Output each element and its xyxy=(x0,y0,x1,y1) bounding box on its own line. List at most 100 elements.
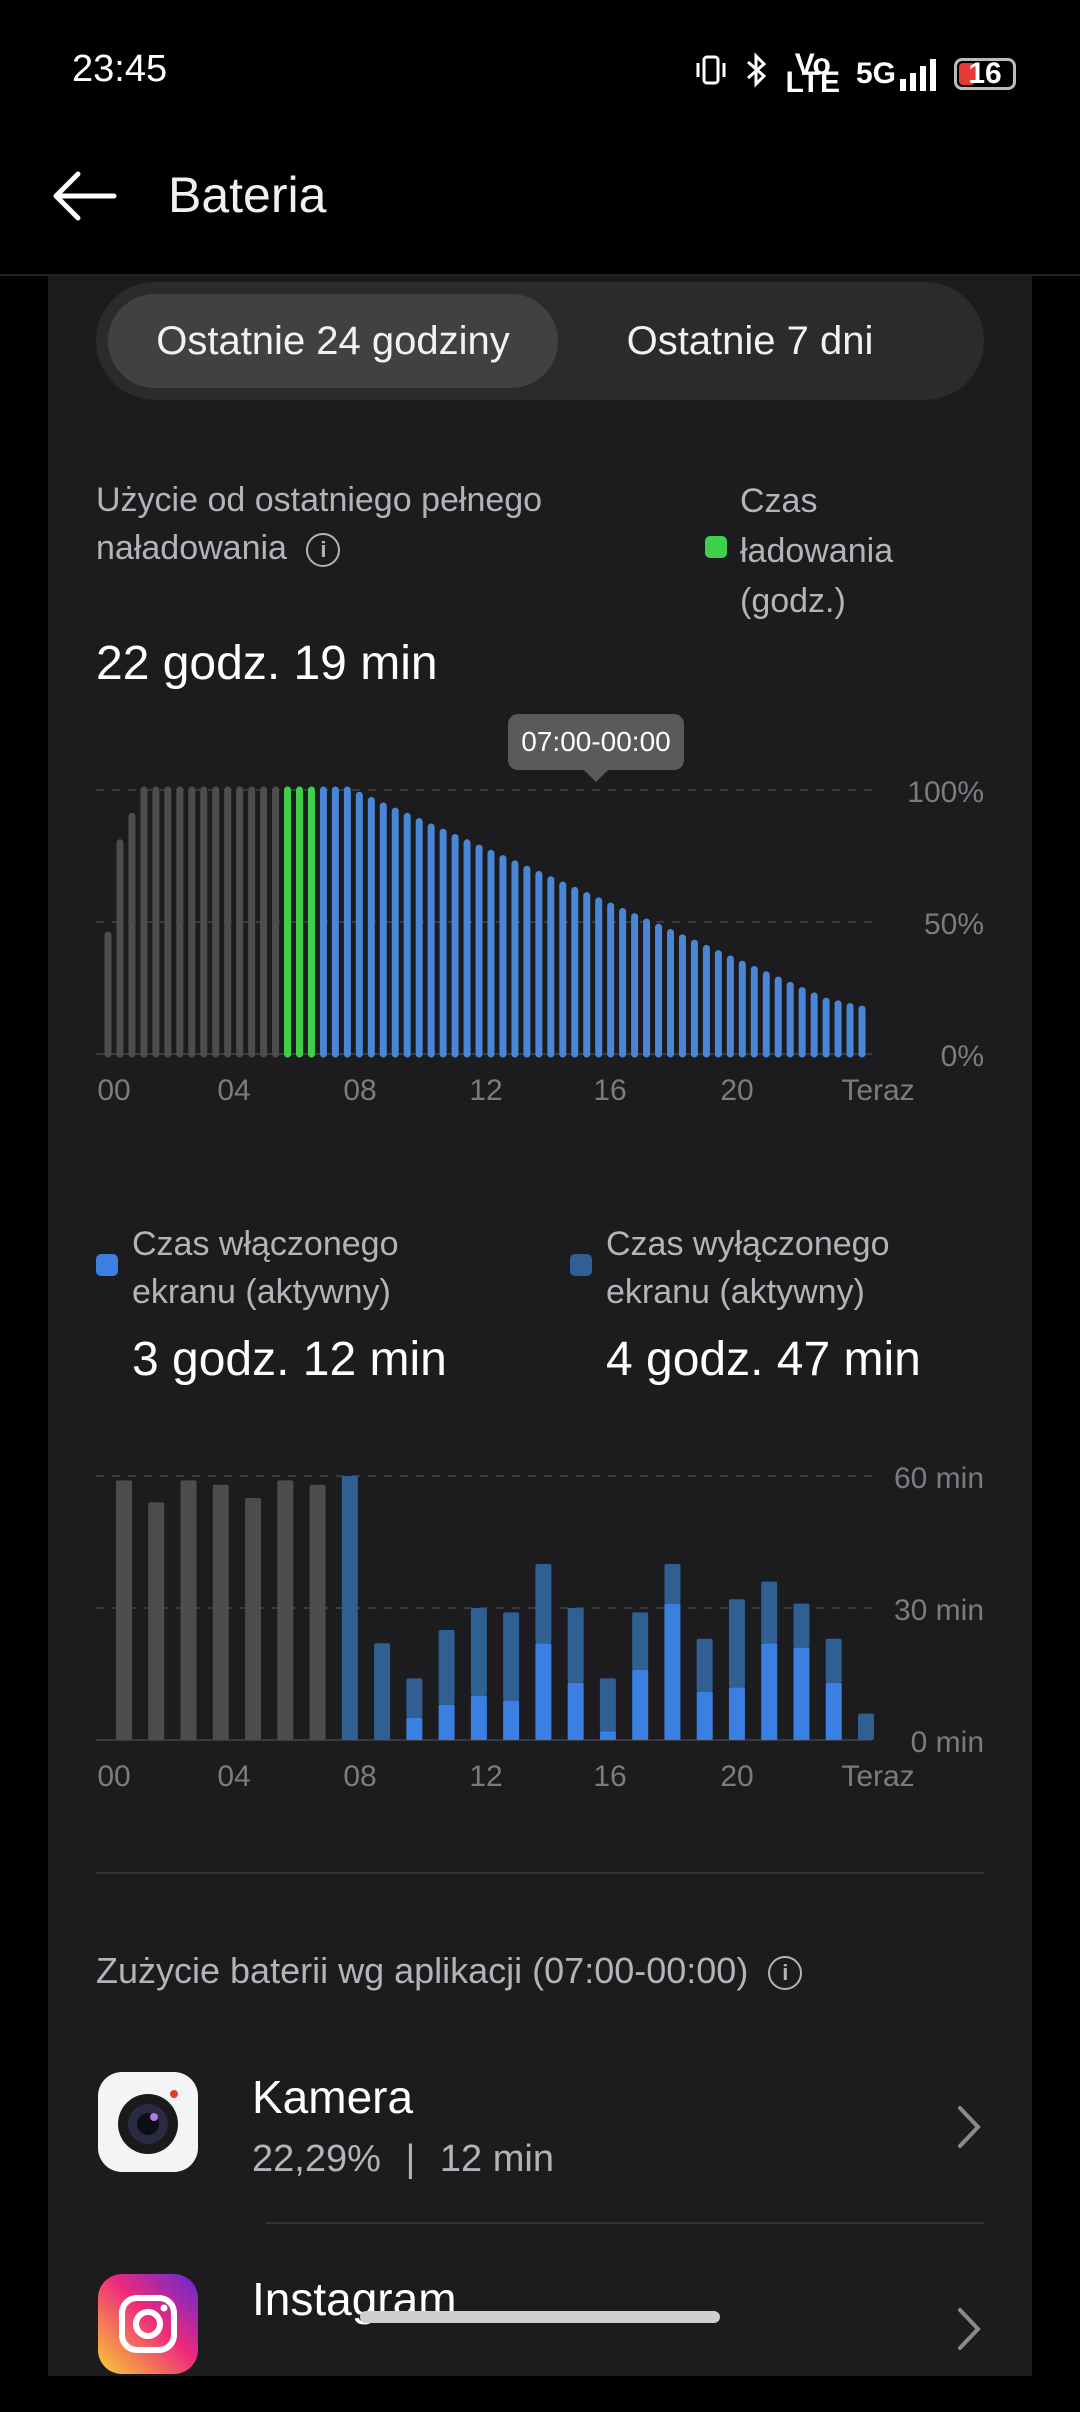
x-tick-label: 00 xyxy=(97,1760,130,1793)
y-tick-label: 60 min xyxy=(894,1462,984,1495)
period-tabs: Ostatnie 24 godziny Ostatnie 7 dni xyxy=(96,282,984,400)
row-divider xyxy=(266,2222,984,2224)
network-type: 5G xyxy=(855,57,896,90)
instagram-app-icon xyxy=(98,2274,198,2374)
inactive-bar xyxy=(245,1498,262,1740)
screen-off-bar xyxy=(470,1608,487,1696)
y-tick-label: 0 min xyxy=(911,1726,984,1759)
battery-icon: 16 xyxy=(954,57,1016,90)
camera-app-icon xyxy=(98,2072,198,2172)
screen-on-bar xyxy=(470,1696,487,1740)
screen-on-bar xyxy=(406,1718,423,1740)
y-tick-label: 100% xyxy=(907,776,984,809)
vibrate-icon xyxy=(694,53,728,95)
x-tick-label: 04 xyxy=(217,1074,250,1107)
screen-off-bar xyxy=(535,1564,552,1644)
screen-off-bar xyxy=(728,1599,745,1688)
x-tick-label: 08 xyxy=(343,1760,376,1793)
battery-card xyxy=(48,276,1032,2376)
app-stats: 22,29% | 12 min xyxy=(252,2138,554,2180)
app-row-instagram[interactable]: Instagram xyxy=(96,2272,984,2412)
screen-on-bar xyxy=(793,1647,810,1740)
x-tick-label: 12 xyxy=(469,1074,502,1107)
x-tick-label: 08 xyxy=(343,1074,376,1107)
screen-off-bar xyxy=(793,1603,810,1648)
screen-off-bar xyxy=(825,1638,842,1683)
app-usage-title: Zużycie baterii wg aplikacji (07:00-00:0… xyxy=(96,1950,803,1992)
usage-since-charge-label: Użycie od ostatniego pełnego naładowania… xyxy=(96,481,543,568)
x-tick-label: Teraz xyxy=(841,1760,914,1793)
app-row-kamera[interactable]: Kamera 22,29% | 12 min xyxy=(96,2070,984,2210)
screen-off-bar xyxy=(341,1476,358,1740)
chart-tooltip: 07:00-00:00 xyxy=(508,714,684,770)
screen-off-bar xyxy=(664,1564,681,1604)
screen-on-bar xyxy=(728,1687,745,1740)
info-icon[interactable]: i xyxy=(768,1956,803,1991)
screen-off-bar xyxy=(599,1678,616,1732)
screen-on-bar xyxy=(599,1731,616,1740)
screen-off-bar xyxy=(761,1581,778,1644)
inactive-bar xyxy=(116,1480,132,1740)
screen-on-bar xyxy=(632,1669,649,1740)
y-tick-label: 0% xyxy=(941,1040,984,1073)
screen-on-bar xyxy=(664,1603,681,1740)
screen-off-value: 4 godz. 47 min xyxy=(606,1333,921,1386)
inactive-bar xyxy=(212,1484,229,1740)
inactive-bar xyxy=(309,1484,326,1740)
page-title: Bateria xyxy=(168,167,327,223)
y-tick-label: 30 min xyxy=(894,1594,984,1627)
screen-on-value: 3 godz. 12 min xyxy=(132,1333,447,1386)
screen-on-legend-dot xyxy=(96,1254,118,1276)
signal-icon: 5G xyxy=(856,57,938,91)
screen-off-legend-dot xyxy=(570,1254,592,1276)
inactive-bar xyxy=(277,1480,294,1740)
x-tick-label: Teraz xyxy=(841,1074,914,1107)
screen-on-bar xyxy=(825,1682,842,1740)
tooltip-arrow xyxy=(584,770,608,782)
screen-on-bar xyxy=(761,1643,778,1740)
usage-total: 22 godz. 19 min xyxy=(96,637,438,690)
screen-off-bar xyxy=(374,1643,391,1740)
navigation-handle[interactable] xyxy=(360,2311,720,2323)
x-tick-label: 16 xyxy=(593,1760,626,1793)
tab-last-7-days[interactable]: Ostatnie 7 dni xyxy=(626,318,874,363)
screen-off-bar xyxy=(696,1638,713,1692)
chevron-right-icon xyxy=(954,2302,984,2367)
app-name: Kamera xyxy=(252,2071,414,2123)
x-tick-label: 20 xyxy=(720,1074,753,1107)
info-icon[interactable]: i xyxy=(306,533,341,568)
charging-legend-dot xyxy=(705,536,727,558)
screen-off-bar xyxy=(632,1612,649,1670)
screen-off-bar xyxy=(406,1678,423,1718)
screen-on-bar xyxy=(696,1691,713,1740)
back-button[interactable] xyxy=(48,166,118,226)
screen-off-label: Czas wyłączonego ekranu (aktywny) xyxy=(606,1225,890,1311)
screen-off-bar xyxy=(858,1713,874,1740)
header-divider xyxy=(0,274,1080,276)
tab-last-24-hours[interactable]: Ostatnie 24 godziny xyxy=(108,294,558,388)
battery-charts: 100% 50% 0% 00 04 08 12 16 20 Teraz 60 min 30 min 0 … xyxy=(96,776,984,1793)
x-tick-label: 20 xyxy=(720,1760,753,1793)
battery-level: 16 xyxy=(968,57,1002,90)
section-divider xyxy=(96,1872,984,1874)
y-tick-label: 50% xyxy=(924,908,984,941)
x-tick-label: 16 xyxy=(593,1074,626,1107)
screen-on-bar xyxy=(567,1682,584,1740)
back-arrow-icon xyxy=(53,171,117,221)
screen-on-bar xyxy=(438,1704,455,1740)
chevron-right-icon xyxy=(954,2100,984,2165)
x-tick-label: 04 xyxy=(217,1760,250,1793)
status-icons: Vo LTE 5G 16 xyxy=(694,50,1016,98)
charging-legend-label: Czas ładowania (godz.) xyxy=(740,482,894,620)
inactive-bar xyxy=(180,1480,197,1740)
status-time: 23:45 xyxy=(72,48,168,90)
screen-off-bar xyxy=(567,1608,584,1683)
screen-off-bar xyxy=(438,1630,455,1705)
x-tick-label: 12 xyxy=(469,1760,502,1793)
screen-on-label: Czas włączonego ekranu (aktywny) xyxy=(132,1225,399,1311)
bluetooth-icon xyxy=(744,52,770,96)
inactive-bar xyxy=(148,1502,165,1740)
x-tick-label: 00 xyxy=(97,1074,130,1107)
screen-on-bar xyxy=(535,1643,552,1740)
screen-on-bar xyxy=(503,1700,520,1740)
